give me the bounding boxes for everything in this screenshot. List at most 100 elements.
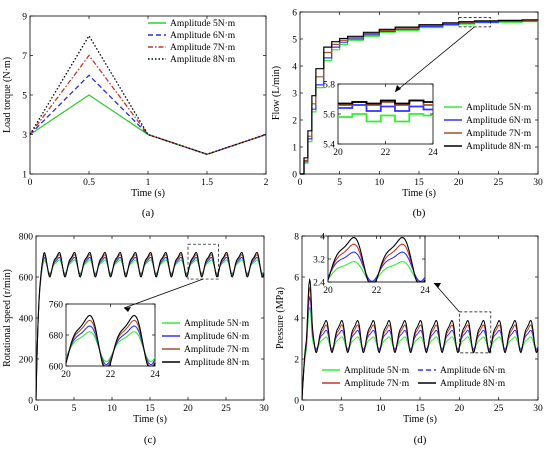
panel-d-ytick-label: 4 [294,315,299,325]
panel-d-series-line [301,277,539,401]
panel-d-xtick-label: 25 [494,404,504,414]
panel-c-series-line [35,254,265,401]
panel-d-inset-axes: 20 22 24 2.4 3.2 4 [313,233,430,297]
panel-b-legend-item-label: Amplitude 6N·m [466,116,532,126]
panel-b-inset-ytick-label: 5.6 [323,111,335,121]
panel-a-xtick-label: 1 [146,178,151,188]
panel-a-xtick-label: 1.5 [201,178,213,188]
panel-c-series-line [35,256,265,401]
panel-d-inset-xtick-label: 20 [323,286,333,296]
panel-c-zoom-arrow [123,278,204,309]
panel-c-xtick-label: 20 [183,404,193,414]
panel-d-xtick-label: 30 [533,404,543,414]
panel-b-zoom-arrow [394,26,475,93]
panel-b-ytick-label: 2 [292,117,297,127]
panel-d-zoom-arrow [433,282,460,313]
panel-a-ylabel: Load torque (N·m) [2,57,13,133]
panel-c-inset-series-line [65,314,156,367]
panel-d-zoom-box [458,311,492,354]
panel-a-series-5nm-line [29,94,267,155]
panel-b-inset-xtick-label: 20 [333,148,343,158]
panel-c-ytick-label: 800 [19,233,34,243]
panel-d-ylabel: Pressure (MPa) [275,287,286,349]
panel-b-ytick-label: 3 [292,90,297,100]
panel-b-xlabel: Time (s) [402,188,436,199]
panel-a-legend-item-label: Amplitude 8N·m [170,55,236,65]
panel-b-inset-series-line [338,113,433,123]
panel-a-xtick-label: 2 [264,178,269,188]
panel-b-legend-item-label: Amplitude 5N·m [466,103,532,113]
panel-b-ylabel: Flow (L/min) [271,66,282,120]
panel-d-xlabel: Time (s) [403,414,437,425]
panel-c-ytick-label: 0 [28,397,33,407]
panel-c-inset-series-line [65,331,156,363]
panel-b-ytick-label: 4 [292,63,297,73]
panel-c-xtick-label: 10 [107,404,117,414]
panel-b-inset-ytick-label: 5.4 [323,141,335,151]
panel-d-inset-ytick-label: 2.4 [313,279,325,289]
panel-d-xtick-label: 0 [300,404,305,414]
panel-c-legend: Amplitude 5N·m Amplitude 6N·m Amplitude 7N… [162,319,250,368]
panel-b-inset-series-line [338,99,433,105]
panel-c-series-line [35,259,265,401]
panel-d-legend: Amplitude 5N·m Amplitude 6N·m Amplitude 7N… [322,366,506,389]
panel-d-legend-item-label: Amplitude 8N·m [440,379,506,389]
panel-c-inset-series-line [65,325,156,366]
panel-b-zoom-box [458,17,491,28]
panel-d-xtick-label: 20 [455,404,465,414]
panel-b-xtick-label: 30 [533,178,543,188]
panel-a-xlabel: Time (s) [131,188,165,199]
panel-b-inset-axes: 20 22 24 5.4 5.6 5.8 [323,81,438,159]
panel-d-inset-ytick-label: 4 [320,233,325,243]
panel-a-ytick-label: 3 [22,131,27,141]
panel-b-inset-xtick-label: 24 [428,148,438,158]
panel-d-series-line [301,295,539,401]
panel-d-series-line [301,286,539,401]
panel-d-ytick-label: 8 [294,233,299,243]
panel-c-zoom-arrowhead [124,307,131,312]
panel-d-legend-item-label: Amplitude 5N·m [344,366,410,376]
panel-b-xtick-label: 10 [375,178,385,188]
panel-a-ytick-label: 5 [22,92,27,102]
panel-a-legend-item-label: Amplitude 5N·m [170,19,236,29]
panel-c-inset-axes: 20 22 24 600 680 760 [49,301,160,381]
panel-c-xlabel: Time (s) [133,414,167,425]
panel-d-ytick-label: 6 [294,274,299,284]
panel-b-inset-series-line [338,104,433,112]
panel-d-legend-item-label: Amplitude 7N·m [344,379,410,389]
panel-b-zoom-arrowhead [395,85,401,92]
panel-c-ytick-label: 200 [19,356,34,366]
panel-d-inset-ytick-label: 3.2 [313,256,325,266]
panel-c-series-line [35,251,265,401]
panel-b-legend-item-label: Amplitude 8N·m [466,142,532,152]
panel-b-ytick-label: 1 [292,144,297,154]
panel-d-xtick-label: 10 [376,404,386,414]
panel-c-caption: (c) [144,434,157,446]
panel-a-legend: Amplitude 5N·m Amplitude 6N·m Amplitude 7N… [148,19,236,65]
panel-a-ytick-label: 9 [22,13,27,23]
panel-a-legend-item-label: Amplitude 7N·m [170,43,236,53]
panel-b-xtick-label: 20 [454,178,464,188]
panel-c-inset-series-line [65,319,156,367]
panel-c-inset-ytick-label: 600 [49,363,64,373]
panel-a-series-7nm-line [29,54,267,155]
panel-c-legend-item-label: Amplitude 8N·m [184,358,250,368]
panel-b-caption: (b) [413,207,426,219]
panel-b-ytick-label: 5 [292,36,297,46]
panel-b-xtick-label: 25 [494,178,504,188]
panel-c-inset-xtick-label: 24 [150,370,160,380]
panel-b-legend-item-label: Amplitude 7N·m [466,129,532,139]
panel-c-legend-item-label: Amplitude 7N·m [184,345,250,355]
panel-c-legend-item-label: Amplitude 6N·m [184,332,250,342]
panel-c-inset-ytick-label: 680 [49,332,64,342]
panel-c-ytick-label: 400 [19,315,34,325]
panel-b-inset-ytick-label: 5.8 [323,81,335,91]
panel-a-series-8nm-line [29,34,267,155]
panel-c-ytick-label: 600 [19,274,34,284]
panel-a-ytick-label: 7 [22,52,27,62]
panel-d-xtick-label: 5 [339,404,344,414]
panel-c-xtick-label: 5 [72,404,77,414]
